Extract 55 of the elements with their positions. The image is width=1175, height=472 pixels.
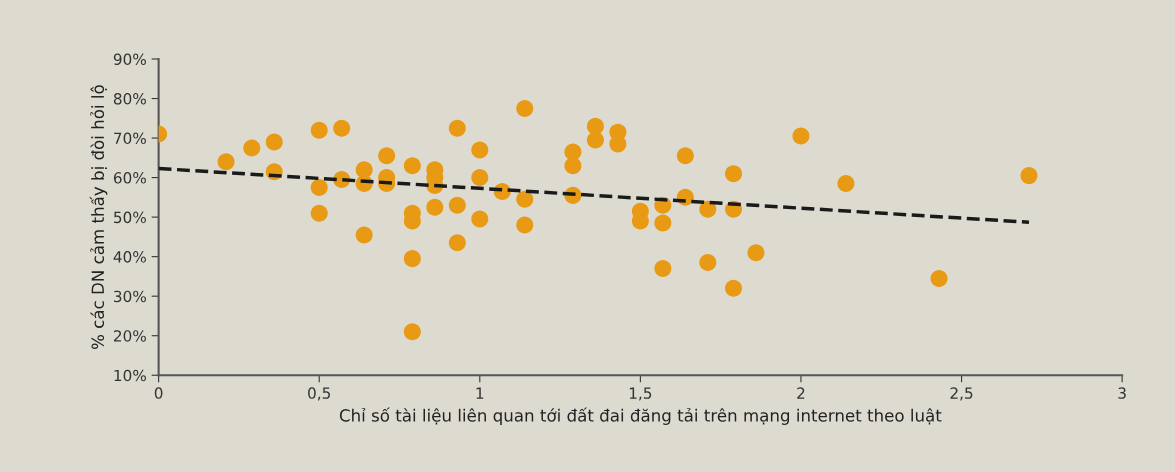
point — [564, 157, 582, 175]
point — [310, 121, 328, 139]
point — [1020, 167, 1038, 185]
point — [217, 153, 235, 171]
point — [725, 165, 743, 183]
point — [516, 99, 534, 117]
x-axis-title: Chỉ số tài liệu liên quan tới đất đai đăng tải trên mạng internet theo luật — [339, 407, 942, 425]
x-tick-label: 0 — [154, 387, 163, 399]
point — [243, 139, 261, 157]
x-tick-label: 1,5 — [629, 387, 652, 401]
point — [403, 323, 421, 341]
x-tick-label: 2 — [797, 387, 805, 399]
point — [654, 214, 672, 232]
point — [310, 204, 328, 222]
point — [426, 198, 444, 216]
point — [471, 169, 489, 187]
point — [586, 131, 604, 149]
x-tick-label: 0,5 — [308, 387, 331, 401]
point — [448, 234, 466, 252]
y-tick-label: 10% — [114, 369, 146, 382]
y-tick-label: 40% — [113, 251, 146, 263]
point — [654, 260, 672, 278]
point — [265, 133, 283, 151]
y-tick-label: 30% — [114, 290, 146, 303]
point — [403, 157, 421, 175]
point — [516, 216, 534, 234]
point — [747, 244, 765, 262]
y-tick-label: 70% — [114, 132, 146, 145]
point — [930, 269, 948, 287]
point — [333, 119, 351, 137]
point — [699, 254, 717, 272]
x-tick-label: 1 — [476, 387, 484, 399]
point — [310, 178, 328, 196]
point — [725, 279, 743, 297]
point — [355, 226, 373, 244]
point — [471, 141, 489, 159]
x-tick-label: 3 — [1118, 387, 1126, 399]
x-tick-label: 2,5 — [950, 387, 973, 401]
point — [378, 147, 396, 165]
point — [471, 210, 489, 228]
point — [516, 190, 534, 208]
point — [448, 119, 466, 137]
point — [699, 200, 717, 218]
point — [586, 117, 604, 135]
point — [676, 147, 694, 165]
y-tick-label: 50% — [114, 211, 146, 224]
point — [792, 127, 810, 145]
y-tick-label: 80% — [113, 93, 146, 105]
y-tick-label: 20% — [113, 330, 146, 342]
point — [448, 196, 466, 214]
y-tick-label: 60% — [113, 172, 146, 184]
y-axis-title: % các DN cảm thấy bị đòi hỏi lộ — [89, 85, 108, 350]
y-tick-label: 90% — [113, 53, 146, 66]
point — [837, 175, 855, 193]
point — [403, 250, 421, 268]
